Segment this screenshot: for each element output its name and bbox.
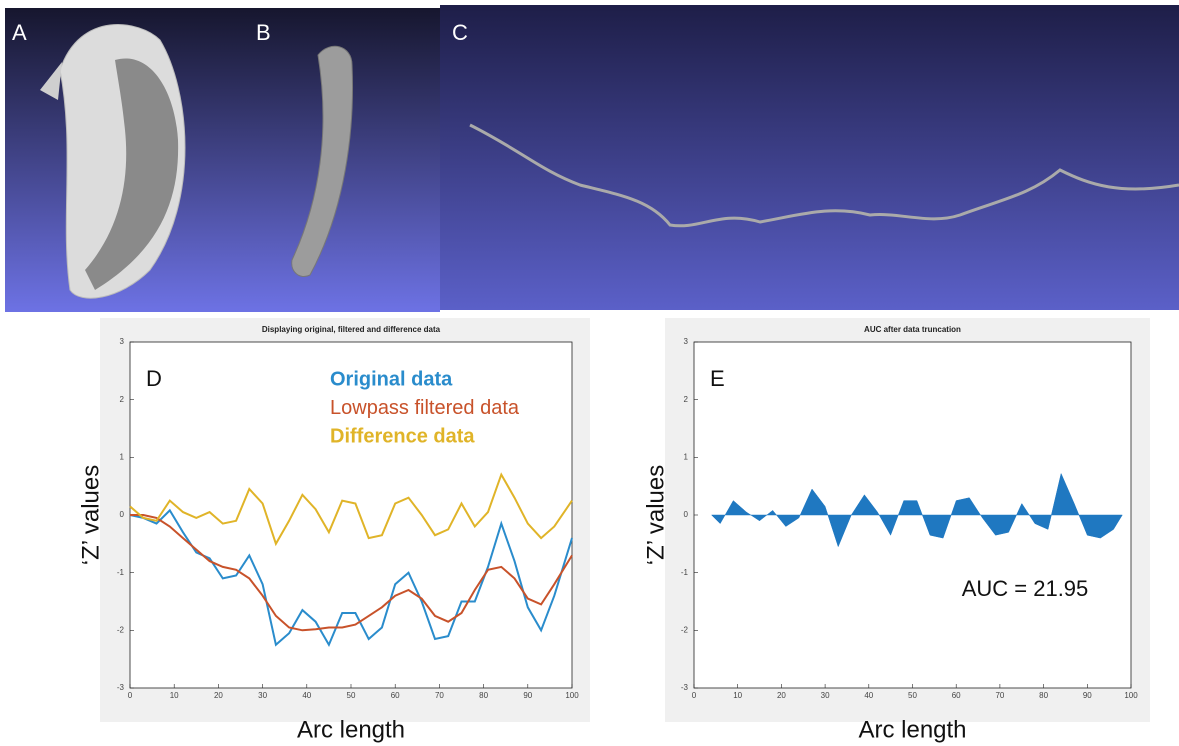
x-tick-label: 90: [1083, 691, 1092, 700]
y-tick-label: 3: [120, 337, 125, 346]
y-tick-label: 1: [684, 452, 689, 461]
y-axis-label: ‘Z’ values: [642, 465, 669, 565]
panel-label: B: [256, 20, 271, 45]
panel-label: D: [146, 366, 162, 391]
legend-entry: Lowpass filtered data: [330, 397, 520, 419]
y-tick-label: 3: [684, 337, 689, 346]
y-tick-label: -2: [681, 625, 689, 634]
y-tick-label: 1: [120, 452, 125, 461]
x-tick-label: 30: [821, 691, 830, 700]
x-tick-label: 20: [214, 691, 223, 700]
chart-title: Displaying original, filtered and differ…: [262, 325, 441, 334]
x-tick-label: 70: [995, 691, 1004, 700]
specimen-b: [291, 45, 353, 277]
panel-label: A: [12, 20, 27, 45]
x-tick-label: 60: [952, 691, 961, 700]
panel-label: E: [710, 366, 725, 391]
y-tick-label: -3: [117, 683, 125, 692]
x-tick-label: 10: [733, 691, 742, 700]
x-axis-label: Arc length: [858, 716, 966, 743]
y-tick-label: -3: [681, 683, 689, 692]
legend-entry: Difference data: [330, 425, 475, 447]
y-tick-label: -1: [681, 568, 689, 577]
x-tick-label: 80: [479, 691, 488, 700]
profile-c: [469, 123, 1179, 228]
specimen-a-tip: [40, 62, 62, 100]
x-tick-label: 50: [347, 691, 356, 700]
x-tick-label: 20: [777, 691, 786, 700]
x-tick-label: 80: [1039, 691, 1048, 700]
series-line: [130, 514, 573, 632]
y-tick-label: 0: [684, 510, 689, 519]
x-tick-label: 100: [565, 691, 579, 700]
y-axis-label: ‘Z’ values: [77, 465, 104, 565]
x-axis-label: Arc length: [297, 716, 405, 743]
x-tick-label: 10: [170, 691, 179, 700]
x-tick-label: 40: [864, 691, 873, 700]
legend-entry: Original data: [330, 368, 453, 390]
x-tick-label: 40: [302, 691, 311, 700]
annotation: AUC = 21.95: [962, 576, 1089, 601]
plot-area: [129, 341, 573, 689]
x-tick-label: 0: [128, 691, 133, 700]
render-c: [440, 5, 1179, 310]
x-tick-label: 30: [258, 691, 267, 700]
y-tick-label: 2: [120, 395, 125, 404]
area: [710, 472, 1123, 548]
series-line: [129, 472, 573, 547]
panel-label: C: [452, 20, 468, 45]
x-tick-label: 50: [908, 691, 917, 700]
x-tick-label: 0: [692, 691, 697, 700]
x-tick-label: 90: [523, 691, 532, 700]
y-tick-label: 0: [120, 510, 125, 519]
x-tick-label: 70: [435, 691, 444, 700]
x-tick-label: 60: [391, 691, 400, 700]
y-tick-label: -2: [117, 625, 125, 634]
specimen-a-mesh: [85, 58, 179, 290]
y-tick-label: 2: [684, 395, 689, 404]
chart-title: AUC after data truncation: [864, 325, 961, 334]
x-tick-label: 100: [1124, 691, 1138, 700]
y-tick-label: -1: [117, 568, 125, 577]
